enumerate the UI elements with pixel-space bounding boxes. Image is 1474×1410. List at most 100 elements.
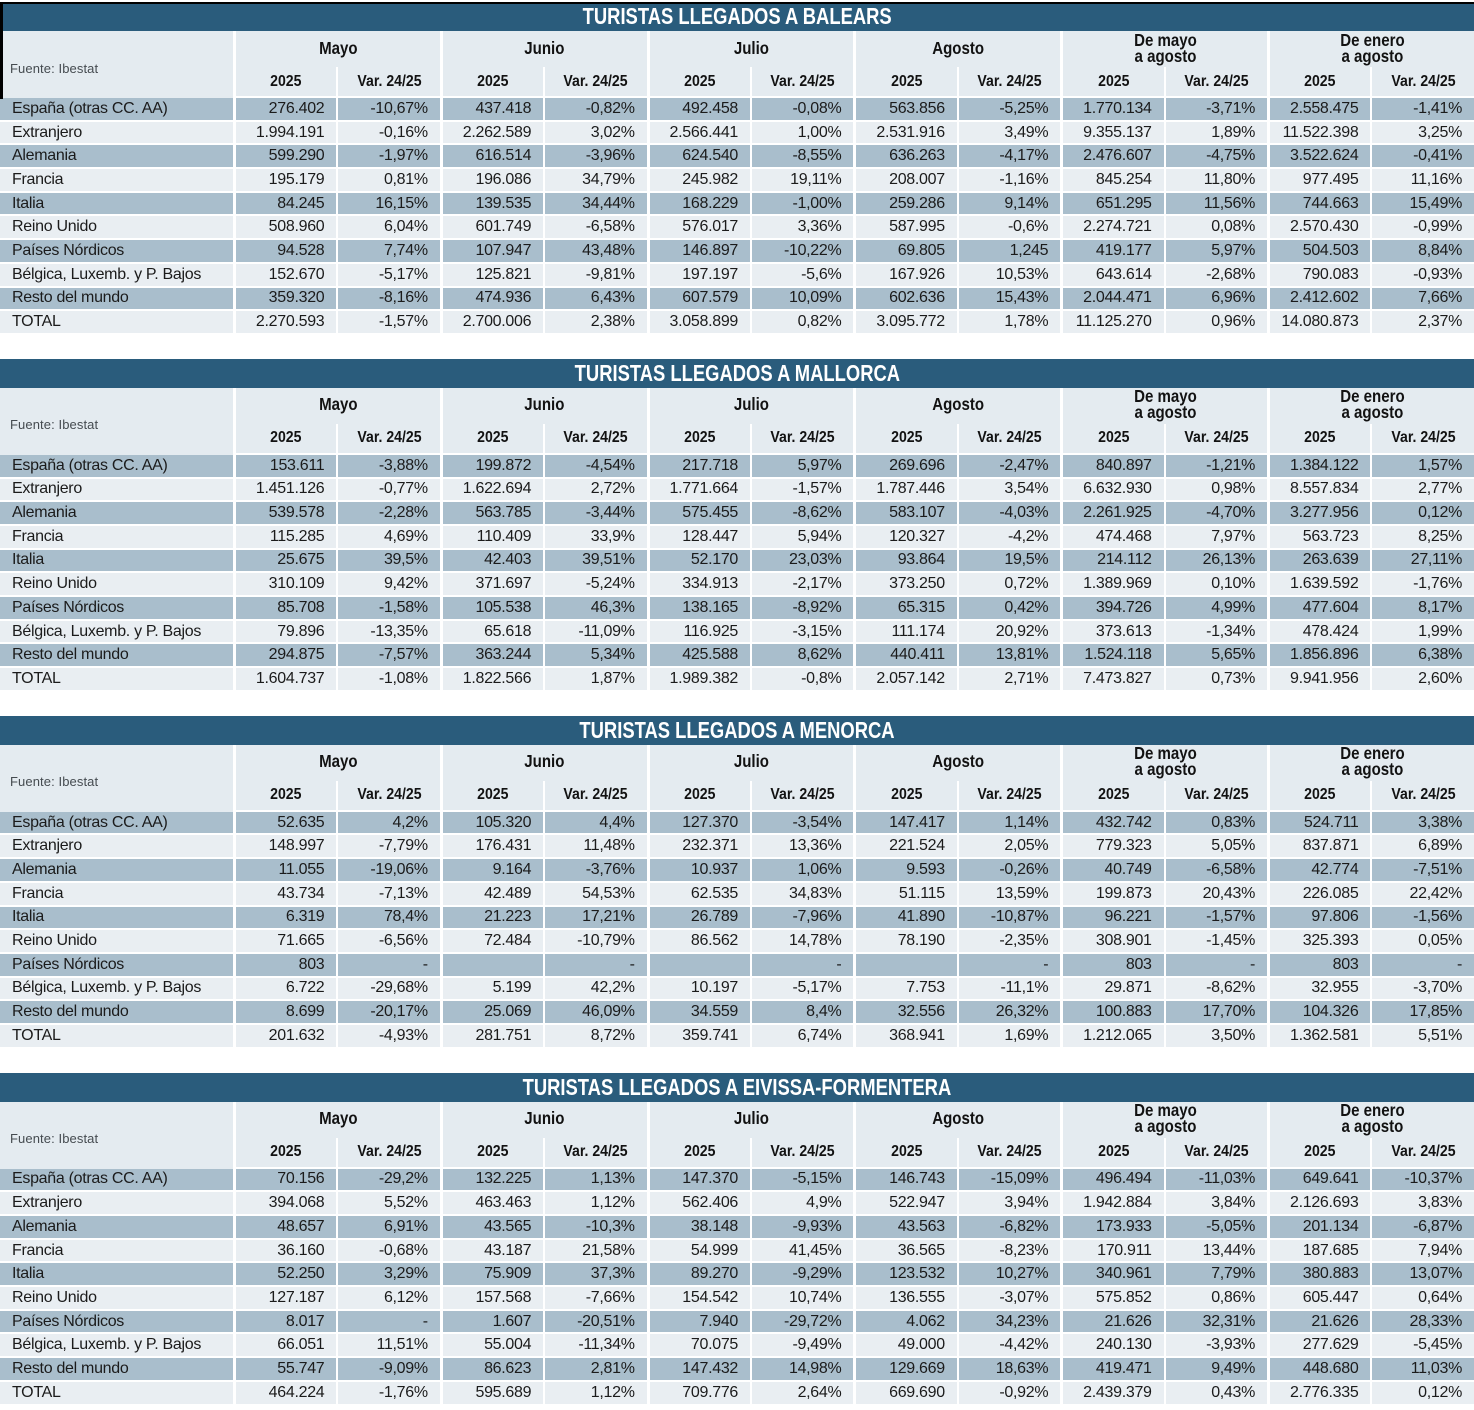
variation-cell: 6,43% xyxy=(543,287,647,312)
variation-cell: 23,03% xyxy=(750,549,854,574)
subheader-year: 2025 xyxy=(646,67,751,98)
value-cell: 6.319 xyxy=(233,906,337,931)
value-cell: 111.174 xyxy=(853,620,957,645)
value-cell: 1.604.737 xyxy=(233,668,337,692)
variation-cell: 22,42% xyxy=(1370,882,1474,907)
variation-cell: 13,81% xyxy=(956,644,1061,669)
subheader-variation: Var. 24/25 xyxy=(1370,423,1474,455)
value-cell: 394.068 xyxy=(233,1192,337,1216)
variation-cell: 14,98% xyxy=(750,1358,854,1382)
value-cell: 168.229 xyxy=(646,192,751,217)
row-label: España (otras CC. AA) xyxy=(0,454,233,479)
subheader-year: 2025 xyxy=(646,1137,751,1169)
table-row: España (otras CC. AA) 70.156 -29,2% 132.225… xyxy=(0,1168,1474,1193)
value-cell: 492.458 xyxy=(646,98,751,122)
subheader-label: 2025 xyxy=(1304,429,1336,447)
variation-cell: 42,2% xyxy=(543,977,647,1002)
value-cell: 86.623 xyxy=(439,1358,544,1382)
variation-cell: 1,99% xyxy=(1370,620,1474,645)
value-cell: 575.455 xyxy=(646,502,751,526)
variation-cell: 5,52% xyxy=(336,1192,440,1216)
variation-cell: -1,56% xyxy=(1370,906,1474,931)
value-cell: 2.531.916 xyxy=(853,121,957,146)
value-cell: 54.999 xyxy=(646,1239,751,1264)
row-label: Italia xyxy=(0,1263,233,1288)
variation-cell: -11,34% xyxy=(543,1334,647,1359)
table-title: TURISTAS LLEGADOS A BALEARS xyxy=(582,3,892,29)
row-label: Extranjero xyxy=(0,478,233,503)
value-cell: 1.451.126 xyxy=(233,478,337,503)
value-cell: 51.115 xyxy=(853,882,957,907)
variation-cell: -4,75% xyxy=(1163,145,1268,170)
variation-cell: 1,14% xyxy=(956,811,1061,836)
variation-cell: -5,15% xyxy=(750,1168,854,1193)
table-row: TOTAL 464.224 -1,76% 595.689 1,12% 709.776 2,6… xyxy=(0,1381,1474,1406)
row-label: Resto del mundo xyxy=(0,644,233,669)
row-label: TOTAL xyxy=(0,668,233,692)
subheader-label: 2025 xyxy=(684,429,716,447)
variation-cell: -5,6% xyxy=(750,263,854,288)
value-cell: 563.785 xyxy=(439,502,544,526)
table-row: Reino Unido 508.960 6,04% 601.749 -6,58% 576.… xyxy=(0,216,1474,241)
variation-cell: 46,09% xyxy=(543,1001,647,1025)
variation-cell: - xyxy=(956,953,1061,978)
subheader-label: Var. 24/25 xyxy=(1184,1143,1249,1161)
variation-cell: -1,34% xyxy=(1163,620,1268,645)
value-cell: 1.989.382 xyxy=(646,668,751,692)
variation-cell: 37,3% xyxy=(543,1263,647,1288)
variation-cell: -0,08% xyxy=(750,98,854,122)
table-row: Francia 43.734 -7,13% 42.489 54,53% 62.535 34,… xyxy=(0,882,1474,907)
variation-cell: 27,11% xyxy=(1370,549,1474,574)
table-title-bar: TURISTAS LLEGADOS A BALEARS xyxy=(0,2,1474,31)
subheader-label: Var. 24/25 xyxy=(770,429,835,447)
table-row: Países Nórdicos 85.708 -1,58% 105.538 46,3% 1… xyxy=(0,597,1474,621)
variation-cell: 0,64% xyxy=(1370,1287,1474,1311)
value-cell: 394.726 xyxy=(1060,597,1164,621)
value-cell: 474.468 xyxy=(1060,525,1164,550)
subheader-variation: Var. 24/25 xyxy=(750,67,854,98)
variation-cell: 1,06% xyxy=(750,859,854,883)
value-cell: 173.933 xyxy=(1060,1216,1164,1240)
value-cell: 29.871 xyxy=(1060,977,1164,1002)
value-cell: 25.069 xyxy=(439,1001,544,1025)
variation-cell: 1,89% xyxy=(1163,121,1268,146)
table-row: Bélgica, Luxemb. y P. Bajos 6.722 -29,68% 5… xyxy=(0,977,1474,1002)
subheader-year: 2025 xyxy=(1060,1137,1164,1169)
subheader-variation: Var. 24/25 xyxy=(1370,1137,1474,1169)
variation-cell: -1,57% xyxy=(336,311,440,335)
value-cell: 1.622.694 xyxy=(439,478,544,503)
variation-cell: -9,93% xyxy=(750,1216,854,1240)
row-label: Reino Unido xyxy=(0,930,233,954)
column-group-label: De mayo a agosto xyxy=(1133,743,1197,780)
variation-cell: 26,13% xyxy=(1163,549,1268,574)
tourists-table-eivissa-formentera: Fuente: Ibestat Mayo Junio Julio Agosto De ma… xyxy=(0,1101,1474,1406)
row-label: TOTAL xyxy=(0,1381,233,1406)
value-cell: 105.538 xyxy=(439,597,544,621)
row-label: Extranjero xyxy=(0,835,233,860)
value-cell: 152.670 xyxy=(233,263,337,288)
subheader-year: 2025 xyxy=(1060,67,1164,98)
value-cell: 43.563 xyxy=(853,1216,957,1240)
value-cell: 32.556 xyxy=(853,1001,957,1025)
value-cell: 78.190 xyxy=(853,930,957,954)
value-cell: 127.187 xyxy=(233,1287,337,1311)
value-cell: 359.320 xyxy=(233,287,337,312)
top-border-line xyxy=(0,2,1474,4)
variation-cell: 1,12% xyxy=(543,1381,647,1406)
variation-cell: 1,12% xyxy=(543,1192,647,1216)
variation-cell: -7,51% xyxy=(1370,859,1474,883)
table-row: Países Nórdicos 94.528 7,74% 107.947 43,48% 1… xyxy=(0,240,1474,264)
value-cell: 217.718 xyxy=(646,454,751,479)
value-cell: 524.711 xyxy=(1267,811,1371,836)
variation-cell: 34,79% xyxy=(543,169,647,193)
value-cell: 380.883 xyxy=(1267,1263,1371,1288)
variation-cell: 39,51% xyxy=(543,549,647,574)
subheader-label: 2025 xyxy=(477,1143,509,1161)
variation-cell: -3,76% xyxy=(543,859,647,883)
subheader-label: Var. 24/25 xyxy=(1184,429,1249,447)
table-row: Francia 115.285 4,69% 110.409 33,9% 128.447 5,… xyxy=(0,525,1474,550)
table-row: TOTAL 1.604.737 -1,08% 1.822.566 1,87% 1.989.… xyxy=(0,668,1474,692)
variation-cell: 3,25% xyxy=(1370,121,1474,146)
variation-cell: 11,48% xyxy=(543,835,647,860)
variation-cell: -10,67% xyxy=(336,98,440,122)
